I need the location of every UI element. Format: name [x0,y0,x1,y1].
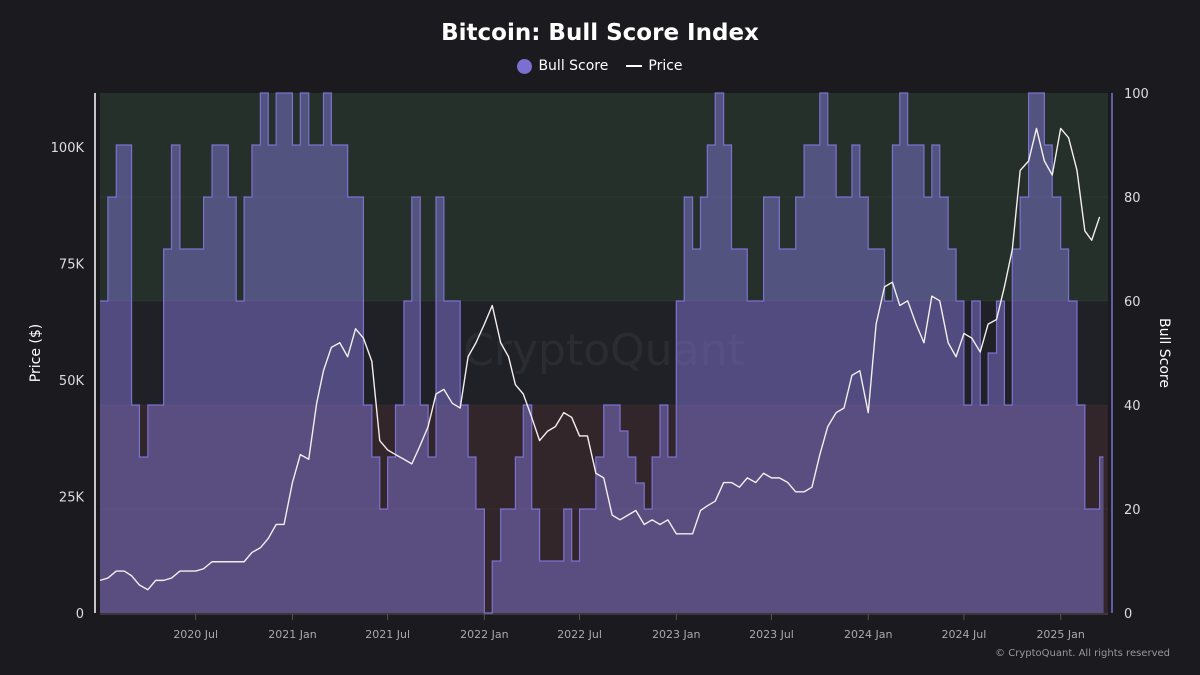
x-tick-label: 2020 Jul [173,628,218,641]
y-left-tick-label: 25K [59,491,85,506]
x-tick-label: 2021 Jan [268,628,316,641]
bull-score-line [100,92,1104,614]
price-line-swatch-icon [626,65,643,67]
x-tick-label: 2022 Jul [557,628,602,641]
y-left-tick-label: 75K [59,258,85,273]
x-tick-label: 2021 Jul [365,628,410,641]
y-right-tick-label: 40 [1124,399,1141,414]
chart-title: Bitcoin: Bull Score Index [441,20,759,46]
bull-score-swatch-icon [517,58,533,74]
y-left-tick-label: 50K [59,374,85,389]
y-right-tick-label: 60 [1124,295,1141,310]
y-left-tick-label: 100K [51,141,85,156]
bull-score-area [100,93,1104,613]
y-right-tick-label: 20 [1124,503,1141,518]
y-left-tick-label: 0 [76,607,84,622]
x-tick-label: 2023 Jan [652,628,700,641]
y-right-axis-label: Bull Score [1156,318,1172,388]
y-right-tick-label: 80 [1124,191,1141,206]
x-tick-label: 2023 Jul [749,628,794,641]
y-right-tick-label: 0 [1124,607,1132,622]
legend-item-bull-score[interactable]: Bull Score [517,58,608,74]
x-tick-label: 2025 Jan [1036,628,1084,641]
legend-label: Price [648,58,683,74]
legend: Bull Score Price [0,58,1200,74]
x-tick-label: 2022 Jan [460,628,508,641]
price-line [99,127,1101,591]
copyright: © CryptoQuant. All rights reserved [995,648,1170,659]
x-tick-label: 2024 Jan [844,628,892,641]
y-left-axis-label: Price ($) [28,324,44,382]
legend-label: Bull Score [538,58,609,74]
x-tick-label: 2024 Jul [942,628,987,641]
legend-item-price[interactable]: Price [626,58,683,74]
y-right-tick-label: 100 [1124,87,1149,102]
